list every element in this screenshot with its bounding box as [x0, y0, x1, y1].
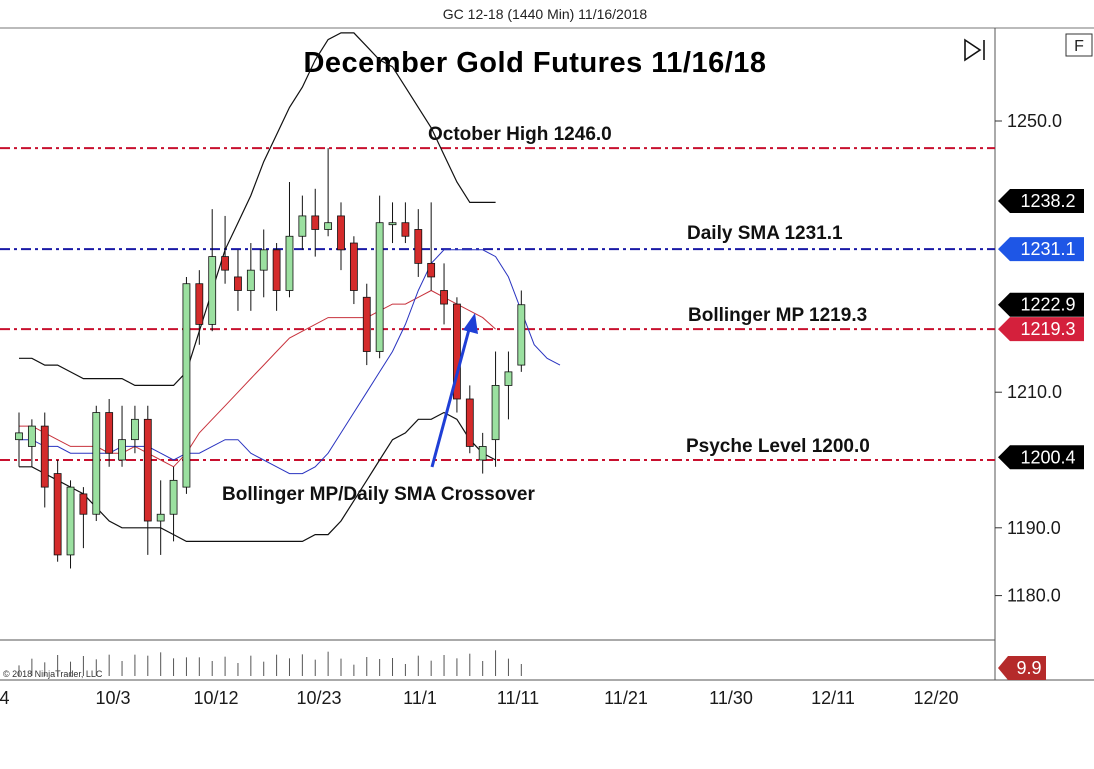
candle-up	[27, 425, 36, 447]
time-axis: 9/24 10/3 10/12 10/23 11/1 11/11 11/21 11/30 12/…	[0, 688, 959, 708]
candle-up	[478, 446, 487, 461]
price-axis: 1180.0 1190.0 1210.0 1250.0	[995, 111, 1062, 606]
price-badges: 1238.2 1231.1 1222.9 1219.3 1200.4 9.9	[998, 189, 1084, 680]
candle-down	[337, 215, 345, 251]
price-badge-label: 1200.4	[1020, 447, 1075, 467]
candle-down	[234, 276, 242, 291]
price-badge-label: 1231.1	[1020, 239, 1075, 259]
f-button-label[interactable]: F	[1074, 38, 1084, 55]
price-badge	[998, 445, 1084, 470]
candle-down	[440, 290, 448, 305]
scroll-to-end-icon[interactable]	[964, 38, 985, 62]
f-button[interactable]: F	[1065, 33, 1093, 57]
volume-bars	[18, 650, 522, 676]
level-label: Daily SMA 1231.1	[687, 223, 843, 244]
candle-up	[118, 439, 126, 461]
candle-down	[272, 249, 281, 291]
candle-up	[208, 256, 217, 325]
price-tick-label: 1210.0	[1007, 382, 1062, 402]
price-tick-label: 1250.0	[1007, 111, 1062, 131]
level-label: Bollinger MP 1219.3	[688, 305, 867, 326]
candle-down	[53, 473, 62, 556]
candle-down	[453, 303, 461, 400]
level-label: Psyche Level 1200.0	[686, 436, 870, 457]
bollinger-lower-band	[19, 411, 496, 543]
price-badge	[998, 317, 1084, 342]
price-badge-label: 1222.9	[1020, 295, 1075, 315]
candle-up	[66, 486, 75, 556]
candle-up	[169, 479, 178, 515]
candle-down	[195, 283, 204, 325]
candle-up	[182, 283, 191, 488]
crossover-label: Bollinger MP/Daily SMA Crossover	[222, 484, 535, 505]
candle-up	[517, 304, 526, 366]
candle-up	[504, 371, 513, 386]
candle-up	[15, 432, 23, 441]
candle-down	[79, 493, 88, 515]
candle-down	[221, 256, 229, 271]
annotations: Bollinger MP/Daily SMA Crossover	[222, 313, 535, 505]
date-tick-label: 10/23	[296, 688, 341, 708]
candle-down	[414, 229, 423, 264]
date-tick-label: 12/11	[811, 688, 855, 708]
volume-badge-label: 9.9	[1016, 658, 1041, 678]
crossover-arrow-shaft	[430, 321, 473, 468]
candle-down	[349, 242, 358, 291]
price-badge	[998, 189, 1084, 214]
candle-up	[491, 385, 500, 441]
candles	[15, 148, 526, 569]
candle-down	[362, 296, 371, 352]
candle-up	[285, 235, 294, 291]
date-tick-label: 10/12	[193, 688, 238, 708]
candle-up	[324, 222, 333, 230]
instrument-header: GC 12-18 (1440 Min) 11/16/2018	[443, 6, 648, 22]
candle-down	[427, 262, 436, 278]
candle-up	[131, 418, 139, 441]
copyright-notice: © 2018 NinjaTrader, LLC	[3, 669, 103, 679]
candle-up	[388, 222, 397, 226]
volume-badge	[998, 656, 1046, 680]
date-tick-label: 12/20	[913, 688, 958, 708]
candle-up	[298, 215, 307, 237]
candle-down	[401, 222, 410, 237]
price-tick-label: 1190.0	[1007, 518, 1061, 538]
chart-title: December Gold Futures 11/16/18	[303, 47, 766, 79]
candle-down	[311, 215, 320, 230]
date-tick-label: 11/11	[497, 688, 539, 708]
candle-up	[375, 222, 384, 352]
candle-down	[143, 418, 152, 522]
date-tick-label: 11/30	[709, 688, 753, 708]
price-badge-label: 1219.3	[1020, 319, 1075, 339]
candle-down	[465, 398, 474, 447]
price-badge	[998, 292, 1084, 317]
date-tick-label: 9/24	[0, 688, 10, 708]
candle-down	[40, 425, 49, 488]
candle-up	[92, 412, 101, 515]
candle-up	[259, 249, 268, 271]
candle-up	[156, 513, 165, 522]
bollinger-upper-band	[19, 32, 496, 386]
date-tick-label: 11/21	[604, 688, 648, 708]
candle-up	[246, 269, 255, 291]
level-label: October High 1246.0	[428, 124, 612, 145]
date-tick-label: 10/3	[95, 688, 130, 708]
price-tick-label: 1180.0	[1007, 586, 1061, 606]
candle-down	[105, 412, 114, 454]
horizontal-levels: October High 1246.0 Daily SMA 1231.1 Bolli…	[0, 124, 995, 461]
crossover-arrow-head	[463, 313, 478, 334]
price-badge-label: 1238.2	[1020, 191, 1075, 211]
price-badge	[998, 237, 1084, 262]
date-tick-label: 11/1	[403, 688, 437, 708]
